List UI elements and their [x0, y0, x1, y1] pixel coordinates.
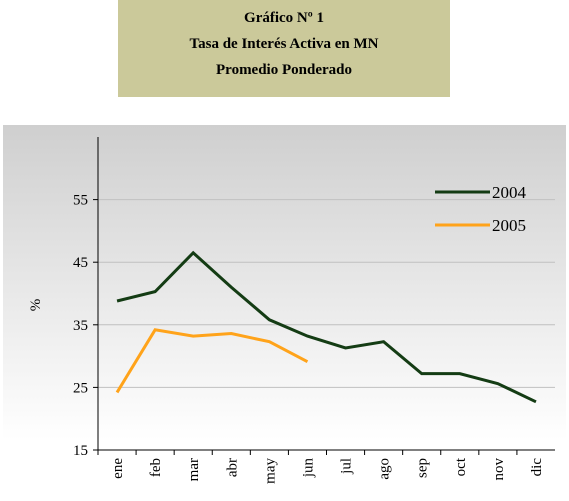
x-tick-label: jul: [339, 458, 355, 475]
chart-area: [3, 125, 566, 496]
chart-subtitle: Tasa de Interés Activa en MN: [189, 36, 378, 52]
x-tick-label: oct: [453, 457, 469, 476]
chart-title: Gráfico Nº 1: [244, 10, 324, 26]
x-tick-label: nov: [491, 458, 507, 481]
x-tick-label: feb: [148, 458, 164, 477]
line-series: [116, 250, 537, 404]
x-tick-label: sep: [415, 458, 431, 478]
x-tick-label: ago: [377, 458, 393, 480]
x-tick-label: dic: [529, 458, 545, 477]
y-axis-label: %: [28, 299, 44, 312]
title-box: [118, 0, 450, 97]
legend-label: 2004: [492, 183, 527, 202]
x-tick-label: may: [262, 458, 278, 484]
x-tick-label: abr: [224, 458, 240, 477]
line-series: [115, 328, 309, 394]
y-tick-label: 45: [73, 255, 88, 271]
x-tick-label: ene: [110, 458, 126, 479]
y-tick-label: 15: [73, 443, 88, 459]
y-tick-label: 25: [73, 380, 88, 396]
y-tick-label: 55: [73, 193, 88, 209]
x-tick-label: mar: [186, 458, 202, 481]
chart-subtitle: Promedio Ponderado: [216, 62, 352, 78]
y-tick-label: 35: [73, 318, 88, 334]
legend-label: 2005: [492, 216, 526, 235]
x-tick-label: jun: [300, 458, 316, 479]
